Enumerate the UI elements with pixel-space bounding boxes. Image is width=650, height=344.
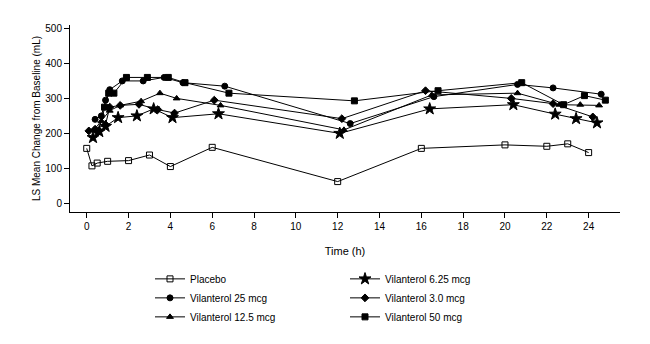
- svg-text:Vilanterol 25 mcg: Vilanterol 25 mcg: [190, 293, 267, 304]
- svg-text:0: 0: [84, 221, 90, 232]
- svg-text:0: 0: [56, 198, 62, 209]
- svg-text:8: 8: [251, 221, 257, 232]
- svg-text:Vilanterol 50 mcg: Vilanterol 50 mcg: [385, 312, 462, 323]
- svg-text:200: 200: [45, 128, 62, 139]
- svg-text:6: 6: [209, 221, 215, 232]
- svg-text:Time (h): Time (h): [325, 245, 366, 257]
- svg-text:10: 10: [290, 221, 302, 232]
- svg-text:500: 500: [45, 23, 62, 34]
- svg-text:4: 4: [168, 221, 174, 232]
- svg-text:Vilanterol 3.0 mcg: Vilanterol 3.0 mcg: [385, 293, 465, 304]
- svg-text:24: 24: [583, 221, 595, 232]
- svg-text:Vilanterol 12.5 mcg: Vilanterol 12.5 mcg: [190, 312, 275, 323]
- svg-text:Placebo: Placebo: [190, 274, 227, 285]
- svg-text:300: 300: [45, 93, 62, 104]
- svg-text:100: 100: [45, 163, 62, 174]
- svg-text:12: 12: [332, 221, 344, 232]
- svg-text:LS Mean Change from Baseline (: LS Mean Change from Baseline (mL): [31, 36, 42, 201]
- svg-text:14: 14: [374, 221, 386, 232]
- svg-text:2: 2: [126, 221, 132, 232]
- svg-text:Vilanterol 6.25 mcg: Vilanterol 6.25 mcg: [385, 274, 470, 285]
- svg-text:22: 22: [541, 221, 553, 232]
- svg-text:400: 400: [45, 58, 62, 69]
- svg-text:18: 18: [458, 221, 470, 232]
- svg-text:16: 16: [416, 221, 428, 232]
- svg-text:20: 20: [499, 221, 511, 232]
